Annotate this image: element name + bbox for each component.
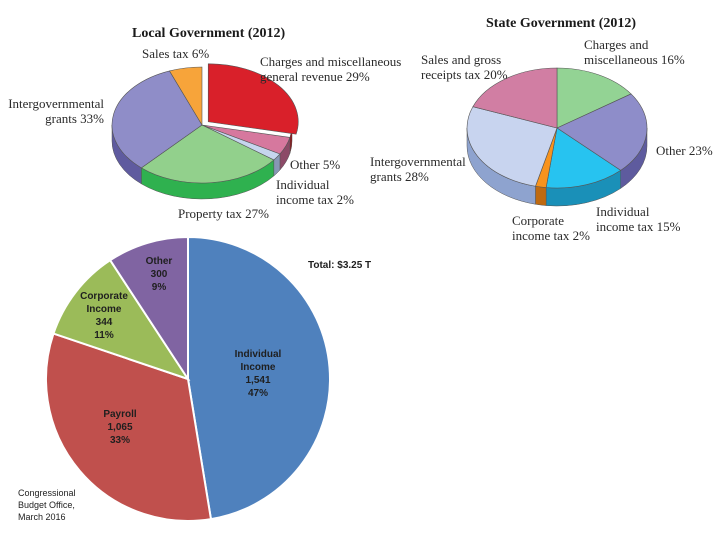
slice-label-charges-and-miscellaneous-general-revenue: Charges and miscellaneous general revenue… xyxy=(260,54,401,84)
slice-label-individual-income-tax: Individual income tax 2% xyxy=(276,177,354,207)
slice-label-other: Other 23% xyxy=(656,143,713,158)
state-government-pie-chart: State Government (2012) Charges and miscel… xyxy=(370,16,713,243)
slice-label-other: Other 5% xyxy=(290,157,340,172)
chart-title: Local Government (2012) xyxy=(132,26,286,41)
chart-title: State Government (2012) xyxy=(486,16,636,31)
source-note: Congressional Budget Office, March 2016 xyxy=(18,488,76,522)
slice-label-individual-income: Individual Income 1,541 47% xyxy=(235,349,282,399)
slice-label-sales-tax: Sales tax 6% xyxy=(142,46,209,61)
slice-label-other: Other 300 9% xyxy=(146,256,173,293)
slice-label-sales-and-gross-receipts-tax: Sales and gross receipts tax 20% xyxy=(421,52,508,82)
pie-slice-individual-income xyxy=(187,235,331,521)
pie-slice-charges-and-miscellaneous-general-revenue xyxy=(207,63,299,135)
pie-slice-corporate-income xyxy=(52,258,191,381)
local-government-pie-chart: Local Government (2012) Charges and misce… xyxy=(8,26,401,221)
total-revenue-pie-chart: Individual Income 1,541 47% Payroll 1,065 33% C… xyxy=(45,235,371,522)
source-note-text: Congressional Budget Office, March 2016 xyxy=(18,488,76,522)
pie-slice-individual-income-tax xyxy=(545,127,622,189)
pie-slice-sales-and-gross-receipts-tax xyxy=(472,67,558,129)
slice-label-corporate-income: Corporate Income 344 11% xyxy=(80,291,128,341)
chart-title: Total: $3.25 T xyxy=(308,260,371,271)
slice-label-intergovernmental-grants: Intergovernmental grants 33% xyxy=(8,96,104,126)
pie-slice-other xyxy=(108,235,189,383)
pie-slice-intergovernmental-grants xyxy=(111,70,203,169)
pie-slice-intergovernmental-grants xyxy=(466,106,558,187)
slice-label-charges-and-miscellaneous: Charges and miscellaneous 16% xyxy=(584,37,685,67)
pie-slice-property-tax xyxy=(140,124,275,184)
pie-slice-other xyxy=(556,93,648,171)
pie-slice-payroll xyxy=(45,332,213,522)
pie-slice-charges-and-miscellaneous xyxy=(556,67,632,129)
slice-label-corporate-income-tax: Corporate income tax 2% xyxy=(512,213,590,243)
slice-label-property-tax: Property tax 27% xyxy=(178,206,269,221)
pie-slice-sales-tax xyxy=(169,66,203,127)
slice-label-individual-income-tax: Individual income tax 15% xyxy=(596,204,681,234)
slice-label-payroll: Payroll 1,065 33% xyxy=(103,409,137,446)
pie-side-corporate-income-tax xyxy=(535,185,547,206)
slice-label-intergovernmental-grants: Intergovernmental grants 28% xyxy=(370,154,466,184)
